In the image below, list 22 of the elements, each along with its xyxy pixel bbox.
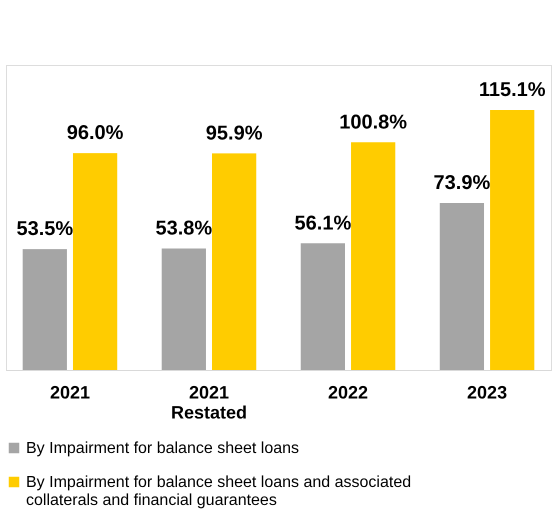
data-label: 115.1%: [478, 78, 546, 101]
bar: [22, 249, 67, 370]
bar: [212, 153, 256, 370]
x-tick-label: 2021 Restated: [170, 382, 247, 422]
data-label: 100.8%: [339, 111, 408, 134]
bar: [72, 153, 118, 370]
x-tick-label: 2021: [50, 382, 90, 402]
x-tick-label: 2022: [328, 382, 368, 402]
bar: [490, 110, 534, 370]
bar: [162, 248, 206, 370]
data-label: 73.9%: [434, 172, 490, 194]
bar: [440, 203, 484, 370]
data-label: 53.8%: [155, 217, 212, 240]
legend-label: By Impairment for balance sheet loans and associated collaterals and financial guarantees: [26, 474, 412, 509]
data-label: 53.5%: [16, 218, 74, 240]
data-label: 96.0%: [66, 122, 124, 144]
bar: [351, 142, 396, 370]
data-label: 56.1%: [294, 212, 352, 234]
bar: [300, 243, 345, 370]
legend-label: By Impairment for balance sheet loans: [26, 440, 300, 457]
x-tick-label: 2023: [467, 382, 508, 402]
data-label: 95.9%: [206, 122, 263, 144]
